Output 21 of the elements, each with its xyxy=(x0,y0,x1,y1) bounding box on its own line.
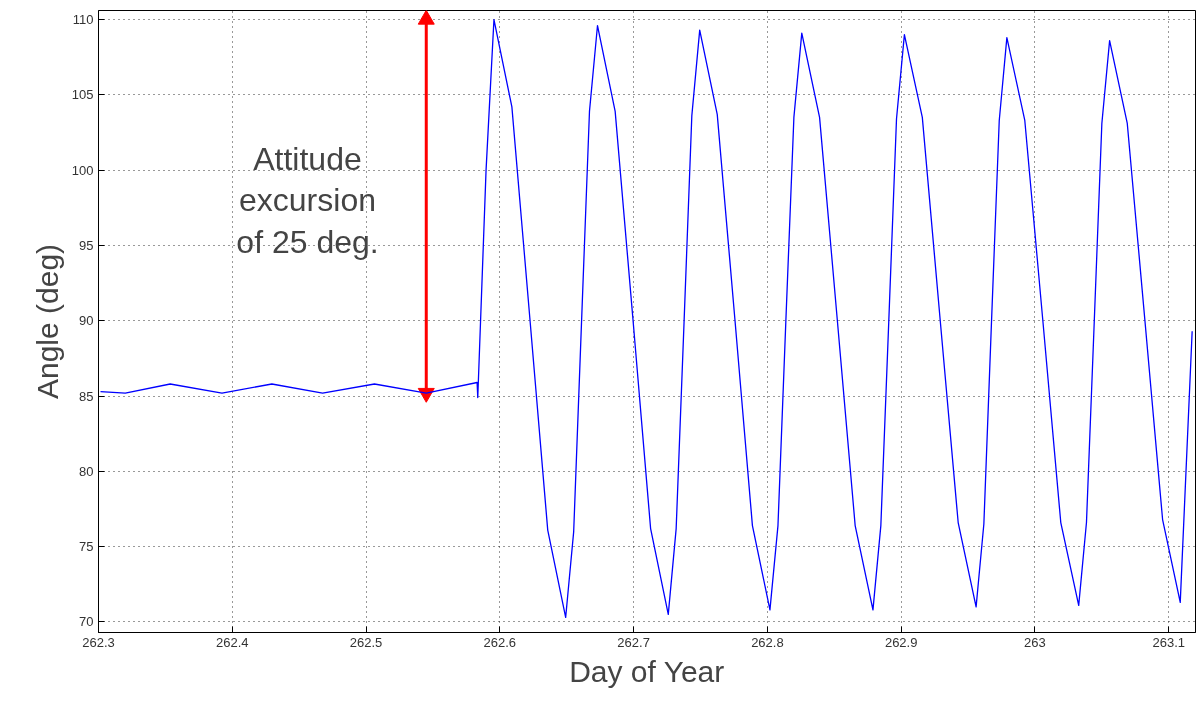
x-tick-label: 263 xyxy=(1024,634,1046,650)
x-tick-label: 262.8 xyxy=(751,634,784,650)
y-tick-label: 85 xyxy=(79,388,94,404)
annotation: Attitude excursion of 25 deg. xyxy=(236,141,379,260)
x-tick-label: 263.1 xyxy=(1152,634,1186,650)
y-tick-label: 70 xyxy=(79,614,94,630)
y-tick-label: 95 xyxy=(79,237,94,253)
y-tick-label: 100 xyxy=(71,162,94,178)
y-tick-label: 75 xyxy=(79,539,94,555)
y-axis-title: Angle (deg) xyxy=(30,243,64,400)
x-tick-label: 262.3 xyxy=(82,634,115,650)
x-tick-label: 262.5 xyxy=(349,634,383,650)
x-tick-label: 262.7 xyxy=(617,634,650,650)
y-tick-label: 90 xyxy=(79,313,94,329)
y-tick-label: 80 xyxy=(79,463,94,479)
x-tick-label: 262.6 xyxy=(483,634,517,650)
y-tick-label: 110 xyxy=(72,12,94,28)
x-tick-label: 262.9 xyxy=(884,634,918,650)
x-tick-label: 262.4 xyxy=(216,634,249,650)
x-axis-title: Day of Year xyxy=(569,654,725,688)
y-tick-label: 105 xyxy=(71,87,94,103)
